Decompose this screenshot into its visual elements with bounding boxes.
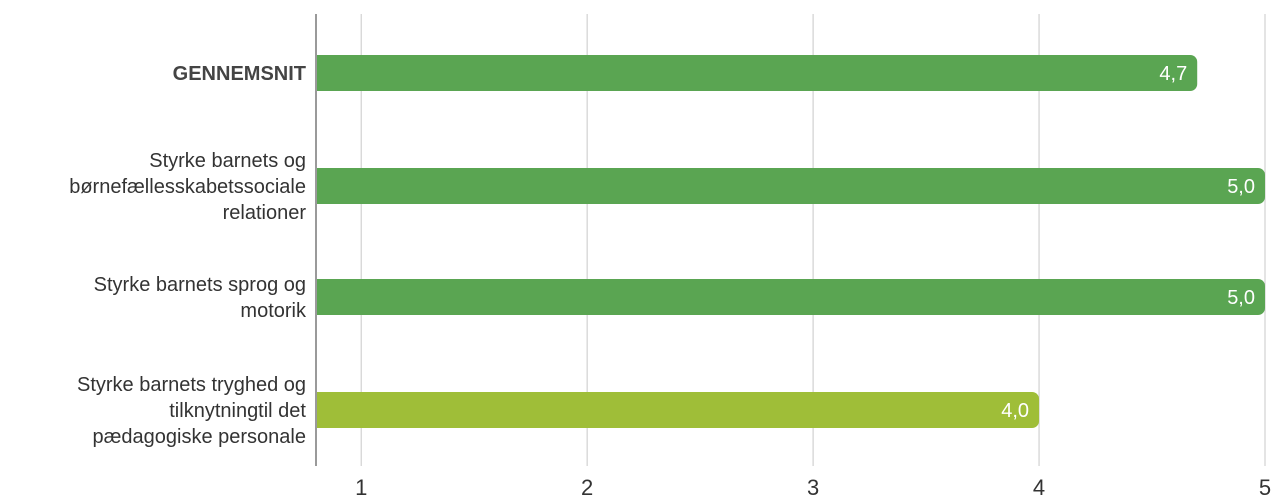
category-label-4-line-3: pædagogiske personale [93, 426, 307, 448]
category-label-1-line-1: GENNEMSNIT [173, 63, 306, 85]
category-label-3: Styrke barnets sprog og motorik [94, 274, 307, 322]
category-label-3-line-2: motorik [240, 300, 307, 322]
category-label-1: GENNEMSNIT [173, 63, 306, 85]
data-label-4: 4,0 [1001, 400, 1029, 422]
x-tick-label-3: 3 [807, 475, 819, 500]
bar-1 [316, 55, 1198, 91]
bar-2-base [316, 168, 326, 204]
category-label-4: Styrke barnets tryghed og tilknytningtil … [77, 374, 306, 448]
category-label-4-line-1: Styrke barnets tryghed og [77, 374, 306, 396]
category-label-2-line-3: relationer [223, 202, 307, 224]
bar-3-base [316, 279, 326, 315]
category-label-3-line-1: Styrke barnets sprog og [94, 274, 306, 296]
labels: 1 2 3 4 5 4,7 5,0 5,0 4,0 GENNEMSNIT Styrke barnet… [69, 63, 1271, 500]
bar-4-base [316, 392, 326, 428]
category-label-4-line-2: tilknytningtil det [169, 400, 306, 422]
bar-2 [316, 168, 1265, 204]
x-tick-label-1: 1 [355, 475, 367, 500]
category-label-2-line-2: børnefællesskabetssociale [69, 176, 306, 198]
data-label-3: 5,0 [1227, 287, 1255, 309]
data-label-1: 4,7 [1159, 63, 1187, 85]
x-tick-label-4: 4 [1033, 475, 1045, 500]
bar-3 [316, 279, 1265, 315]
x-tick-label-2: 2 [581, 475, 593, 500]
bar-1-base [316, 55, 326, 91]
data-label-2: 5,0 [1227, 176, 1255, 198]
x-tick-label-5: 5 [1259, 475, 1271, 500]
category-label-2-line-1: Styrke barnets og [149, 150, 306, 172]
category-label-2: Styrke barnets og børnefællesskabetssocia… [69, 150, 306, 224]
bars [316, 55, 1265, 428]
bar-4 [316, 392, 1040, 428]
